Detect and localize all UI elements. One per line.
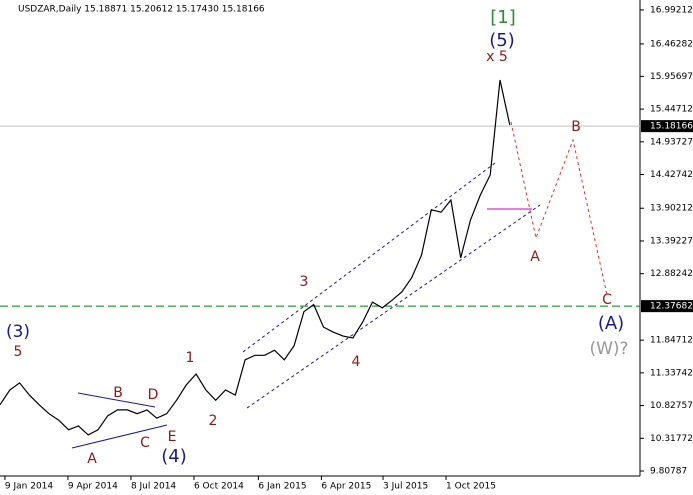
y-tick-label: 10.31772 bbox=[650, 434, 693, 444]
y-tick-label: 16.99212 bbox=[650, 5, 693, 15]
y-tick-label: 14.93727 bbox=[650, 137, 693, 147]
wave-label: A bbox=[530, 249, 540, 265]
price-label: 12.37682 bbox=[650, 302, 693, 312]
wave-label: [1] bbox=[490, 7, 516, 28]
wave-label: 5 bbox=[14, 344, 23, 360]
wave-label: x 5 bbox=[486, 49, 508, 65]
x-tick-label: 6 Oct 2014 bbox=[194, 482, 244, 492]
wave-label: B bbox=[571, 119, 581, 135]
projection bbox=[510, 121, 608, 296]
wave-label: 1 bbox=[186, 350, 195, 366]
wave-label: 4 bbox=[352, 354, 361, 370]
x-tick-label: 9 Jan 2014 bbox=[5, 482, 53, 492]
wave-label: 2 bbox=[209, 413, 218, 429]
price-label-bg bbox=[641, 300, 693, 313]
price-line-series bbox=[0, 79, 511, 436]
wave-label: 3 bbox=[300, 274, 309, 290]
x-tick-label: 3 Jul 2015 bbox=[383, 482, 428, 492]
channel-upper bbox=[242, 162, 496, 353]
chart-title: USDZAR,Daily 15.18871 15.20612 15.17430 … bbox=[18, 5, 265, 15]
x-tick-label: 1 Oct 2015 bbox=[446, 482, 496, 492]
x-tick-label: 6 Apr 2015 bbox=[321, 482, 371, 492]
wave-label: E bbox=[168, 429, 177, 445]
wave-label: (W)? bbox=[589, 339, 628, 359]
y-tick-label: 15.95697 bbox=[650, 72, 693, 82]
y-tick-label: 16.46282 bbox=[650, 39, 693, 49]
y-tick-label: 9.80787 bbox=[650, 467, 687, 477]
wave-label: C bbox=[602, 292, 612, 308]
x-tick-label: 9 Apr 2014 bbox=[68, 482, 118, 492]
y-tick-label: 10.82757 bbox=[650, 401, 693, 411]
wave-label: A bbox=[87, 451, 97, 467]
y-tick-label: 13.39227 bbox=[650, 236, 693, 246]
wave-label: C bbox=[140, 435, 150, 451]
wave-label: D bbox=[148, 387, 159, 403]
x-tick-label: 8 Jul 2014 bbox=[131, 482, 176, 492]
wave-label: (4) bbox=[161, 446, 187, 467]
wave-label: B bbox=[113, 385, 123, 401]
channel-lines bbox=[71, 121, 608, 449]
y-tick-label: 15.44712 bbox=[650, 105, 693, 115]
y-tick-label: 13.90212 bbox=[650, 204, 693, 214]
triangle-upper bbox=[77, 392, 156, 408]
price-label-bg bbox=[641, 120, 693, 133]
price-label: 15.18166 bbox=[650, 122, 693, 132]
wave-label: (A) bbox=[598, 313, 624, 334]
y-tick-label: 11.33742 bbox=[650, 368, 693, 378]
x-tick-label: 6 Jan 2015 bbox=[258, 482, 306, 492]
y-tick-label: 14.42742 bbox=[650, 170, 693, 180]
wave-label: (3) bbox=[6, 322, 30, 342]
wave-label: (5) bbox=[489, 30, 515, 51]
y-tick-label: 11.84712 bbox=[650, 336, 693, 346]
y-tick-label: 12.88242 bbox=[650, 269, 693, 279]
triangle-lower bbox=[71, 424, 168, 449]
